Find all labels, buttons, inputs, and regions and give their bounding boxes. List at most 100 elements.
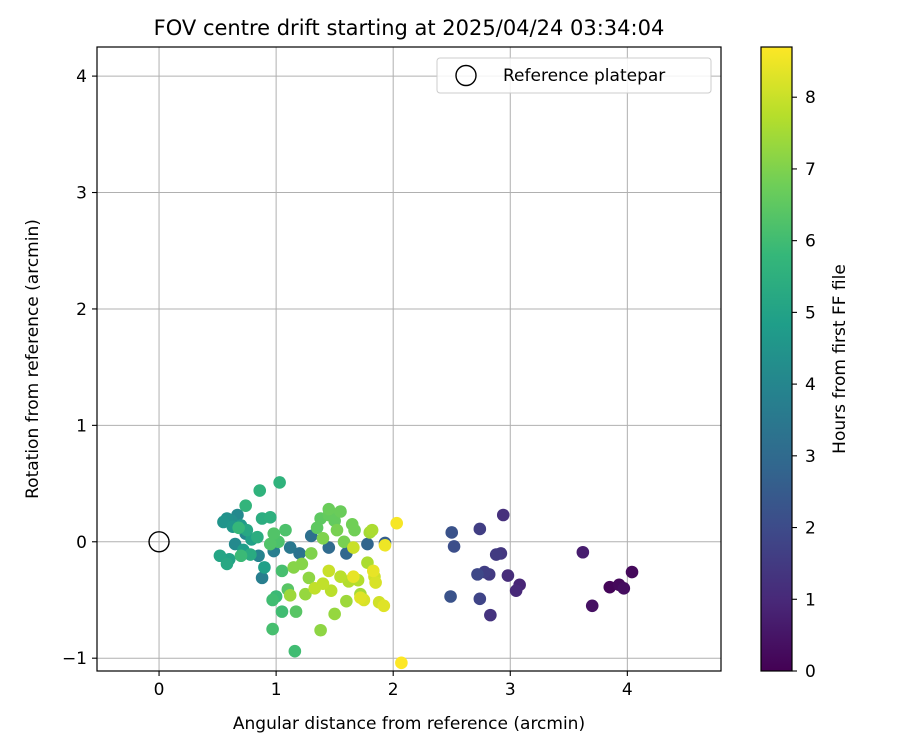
legend: Reference platepar [436,57,712,94]
data-point [489,548,503,561]
data-point [213,549,227,563]
colorbar: 0 1 2 3 4 5 6 7 8 Hours from first FF file [760,46,850,682]
colorbar-tick-label: 0 [805,662,816,682]
y-tick-label: 1 [76,416,87,436]
data-point [251,530,264,544]
chart-title: FOV centre drift starting at 2025/04/24 … [154,16,665,40]
data-point [299,587,312,601]
x-axis-label: Angular distance from reference (arcmin) [233,714,585,734]
legend-box [436,57,712,94]
data-point [366,564,380,578]
y-axis-ticks: −1 0 1 2 3 4 [62,67,97,669]
data-point [304,547,318,560]
colorbar-tick-label: 2 [805,519,816,539]
data-point [576,545,590,559]
data-point [444,590,457,603]
data-point [585,599,599,613]
colorbar-tick-label: 6 [805,232,816,252]
data-point [471,568,484,581]
x-tick-label: 0 [154,680,165,700]
data-point [334,505,347,518]
data-point [293,547,306,560]
colorbar-label: Hours from first FF file [830,264,850,454]
data-point [447,540,461,553]
data-point [378,538,392,552]
data-point [347,570,360,584]
data-point [316,531,330,545]
x-tick-label: 3 [505,680,516,700]
data-point [501,569,515,582]
data-point [365,523,379,537]
data-point [337,535,351,549]
legend-entry-reference: Reference platepar [503,66,665,86]
data-point [308,582,322,595]
data-point [334,570,347,584]
data-point [244,548,257,561]
data-point [275,564,289,578]
data-point [220,557,234,571]
data-point [234,549,248,563]
data-point [328,607,341,621]
data-point [369,576,382,589]
data-point [330,523,344,537]
data-point [377,599,391,613]
y-tick-label: 2 [76,300,87,320]
data-point [232,521,245,535]
data-point [239,499,252,512]
data-point [509,584,523,597]
colorbar-gradient [760,46,793,672]
data-point [322,564,336,578]
data-point [473,592,487,606]
y-axis-label: Rotation from reference (arcmin) [23,219,43,499]
data-point [258,561,271,574]
data-point [253,484,267,497]
data-point [263,511,277,524]
data-point [484,608,497,622]
data-point [445,526,459,539]
data-point [279,523,292,537]
y-tick-label: 4 [76,67,87,87]
data-point [625,565,639,579]
data-point [324,584,338,597]
data-point [347,541,360,554]
data-point [288,644,302,658]
colorbar-tick-label: 4 [805,375,816,395]
data-point [322,502,336,516]
colorbar-tick-label: 8 [805,88,816,108]
data-point [273,476,286,489]
plot-area-frame [96,46,722,672]
data-point [287,561,300,574]
data-point [496,508,510,522]
data-point [283,589,297,602]
data-point [267,527,281,540]
grid-lines [97,47,721,671]
data-point [255,571,269,585]
data-points [213,476,639,670]
colorbar-ticks: 0 1 2 3 4 5 6 7 8 [792,88,816,682]
data-point [289,605,303,618]
x-tick-label: 2 [388,680,399,700]
colorbar-tick-label: 1 [805,590,816,610]
reference-marker-group [148,531,170,553]
data-point [266,622,279,636]
colorbar-tick-label: 7 [805,160,816,180]
reference-platepar-marker [148,531,170,553]
y-tick-label: −1 [62,649,87,669]
x-axis-ticks: 0 1 2 3 4 [154,671,633,700]
x-tick-label: 4 [622,680,633,700]
data-point [348,523,361,537]
data-point [314,623,327,637]
data-point [361,537,374,551]
y-tick-label: 0 [76,533,87,553]
data-point [263,537,277,551]
data-point [354,591,367,604]
data-point [217,515,230,529]
data-point [302,571,316,585]
data-point [395,656,408,670]
legend-marker-reference [455,64,477,87]
data-point [266,593,279,607]
data-point [283,541,297,554]
data-point [473,522,487,536]
colorbar-tick-label: 3 [805,447,816,467]
